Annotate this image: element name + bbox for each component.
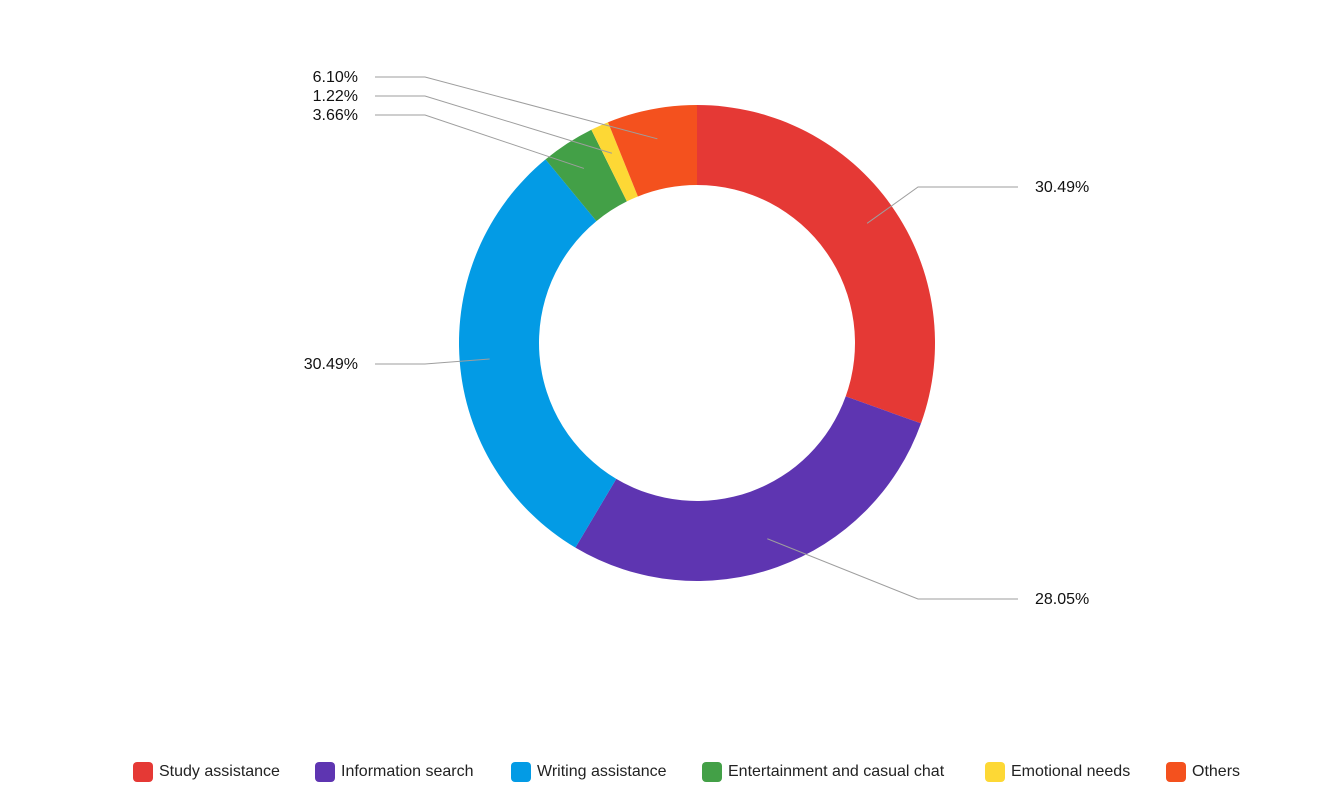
legend-swatch — [985, 762, 1005, 782]
slice-writing-assistance — [458, 159, 617, 548]
legend: Study assistance Information search Writin… — [0, 759, 1343, 785]
legend-swatch — [511, 762, 531, 782]
legend-swatch — [1166, 762, 1186, 782]
legend-swatch — [133, 762, 153, 782]
leader-lines — [375, 76, 1018, 600]
data-label-others: 6.10% — [313, 69, 358, 86]
leader-line-study-assistance — [866, 186, 1018, 224]
legend-label: Information search — [341, 763, 474, 780]
legend-item-writing-assistance: Writing assistance — [511, 759, 667, 785]
data-label-emotional-needs: 1.22% — [313, 88, 358, 105]
legend-item-information-search: Information search — [315, 759, 474, 785]
leader-line-information-search — [767, 538, 1018, 600]
legend-item-entertainment-and-casual-chat: Entertainment and casual chat — [702, 759, 944, 785]
leader-line-others — [375, 76, 658, 140]
leader-line-entertainment-and-casual-chat — [375, 114, 585, 169]
data-label-entertainment-and-casual-chat: 3.66% — [313, 107, 358, 124]
leader-line-emotional-needs — [375, 95, 613, 154]
slice-entertainment-and-casual-chat — [545, 129, 627, 222]
slice-others — [608, 105, 697, 197]
donut-slices — [458, 105, 936, 582]
legend-item-study-assistance: Study assistance — [133, 759, 280, 785]
legend-label: Emotional needs — [1011, 763, 1131, 780]
slice-emotional-needs — [591, 122, 638, 202]
data-label-study-assistance: 30.49% — [1035, 179, 1089, 196]
legend-item-emotional-needs: Emotional needs — [985, 759, 1130, 785]
data-label-information-search: 28.05% — [1035, 591, 1089, 608]
leader-line-writing-assistance — [375, 358, 490, 365]
legend-swatch — [702, 762, 722, 782]
legend-swatch — [315, 762, 335, 782]
slice-information-search — [575, 396, 921, 582]
legend-label: Others — [1192, 763, 1241, 780]
data-label-writing-assistance: 30.49% — [304, 356, 358, 373]
donut-chart: 30.49% 28.05% 30.49% 3.66% 1.22% 6.10% — [304, 69, 1090, 608]
slice-labels: 30.49% 28.05% 30.49% 3.66% 1.22% 6.10% — [304, 69, 1090, 608]
legend-label: Writing assistance — [537, 763, 667, 780]
legend-label: Entertainment and casual chat — [728, 763, 945, 780]
legend-item-others: Others — [1166, 759, 1240, 785]
legend-label: Study assistance — [159, 763, 280, 780]
slice-study-assistance — [697, 105, 936, 424]
